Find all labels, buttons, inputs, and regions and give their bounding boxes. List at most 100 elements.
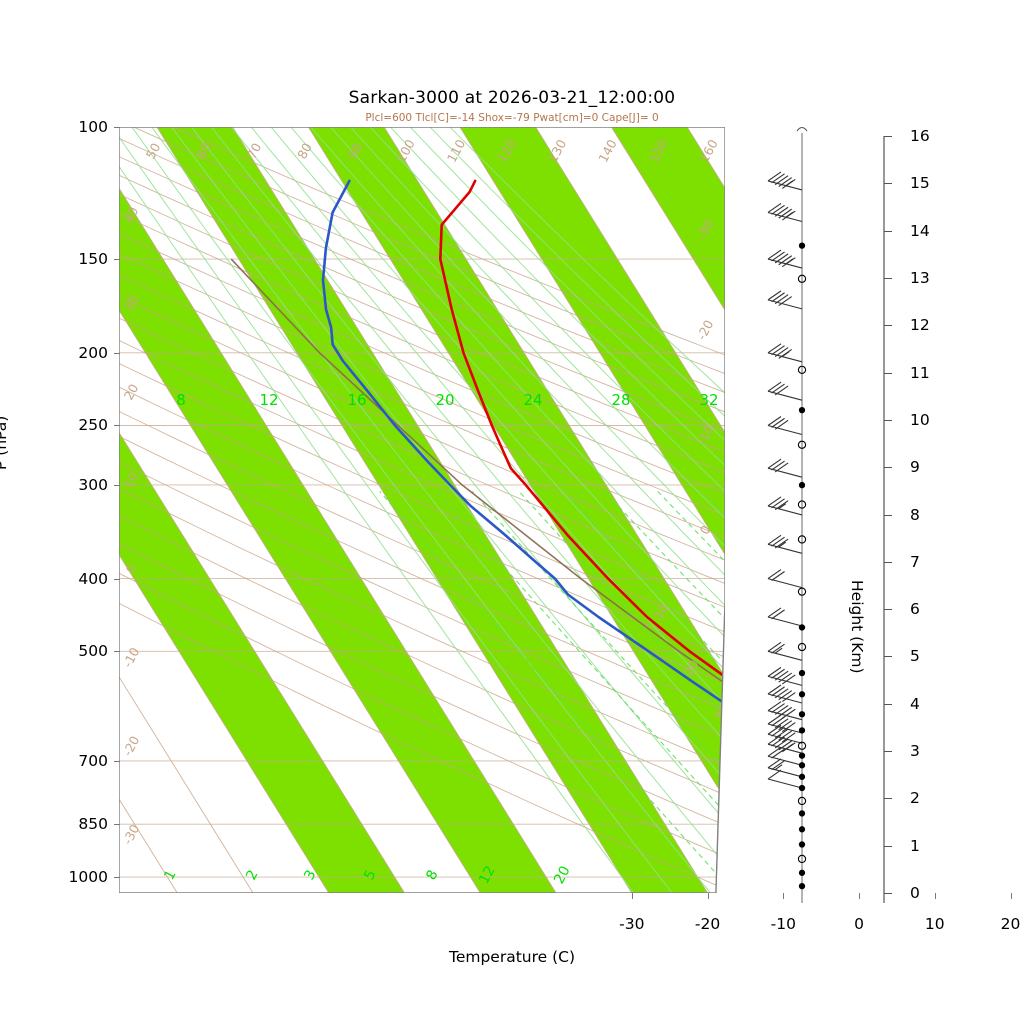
mixing-ratio-label-mid: 8 <box>176 391 186 409</box>
pressure-tick-label: 250 <box>78 416 108 435</box>
dry-adiabat-line <box>119 127 725 893</box>
isotherm-label-left: 10 <box>121 470 142 491</box>
isotherm-line <box>578 127 725 893</box>
wind-barb-full <box>774 538 789 549</box>
dry-adiabat-line <box>119 127 725 893</box>
page-title: Sarkan-3000 at 2026-03-21_12:00:00 <box>348 88 676 108</box>
mixing-ratio-label-bottom: 20 <box>551 863 573 886</box>
wind-barb-shaft <box>767 616 803 627</box>
temperature-tick-label: -20 <box>694 915 721 933</box>
temperature-axis-title: Temperature (C) <box>448 948 576 966</box>
wind-barb-full <box>767 534 782 545</box>
wind-staff-top-hook <box>796 126 808 132</box>
dry-adiabat-label: 90 <box>345 140 366 161</box>
mixing-ratio-line <box>471 491 725 893</box>
isotherm-line <box>502 127 725 893</box>
moist-adiabat-line <box>251 127 725 893</box>
isotherm-label-left: 20 <box>121 381 142 402</box>
wind-barb-full <box>767 714 782 725</box>
isotherm-line <box>119 127 580 893</box>
wind-barb-shaft <box>767 767 803 778</box>
moist-adiabat-line <box>193 127 725 893</box>
wind-barb-full <box>767 249 782 260</box>
moist-adiabat-line <box>384 127 725 893</box>
wind-barb-full <box>771 251 785 262</box>
wind-barb-full <box>771 498 785 509</box>
dry-adiabat-label: 70 <box>244 140 265 161</box>
wind-barb-full <box>771 726 785 737</box>
mixing-ratio-label-mid: 28 <box>611 391 630 409</box>
wind-barb-shaft <box>767 211 803 223</box>
moist-adiabat-line <box>308 127 725 893</box>
moist-adiabat-line <box>403 127 725 893</box>
shading-bands <box>119 127 725 893</box>
wind-barb-full <box>767 343 782 354</box>
wind-level-dot-filled <box>798 691 806 698</box>
dry-adiabat-line <box>119 127 725 893</box>
dry-adiabat-line <box>119 127 725 893</box>
wind-barb-full <box>778 720 793 731</box>
wind-level-dot-open <box>797 535 807 544</box>
parcel-path <box>230 258 725 878</box>
wind-barb-full <box>778 177 793 188</box>
moist-adiabat-line <box>119 127 658 893</box>
shading-band <box>427 127 725 893</box>
wind-barb-full <box>774 175 789 186</box>
wind-barb-half <box>785 180 794 187</box>
temperature-tick-label: -30 <box>619 915 645 933</box>
pressure-tick-label: 300 <box>78 475 108 494</box>
wind-barb-full <box>771 173 785 184</box>
wind-barb-full <box>774 738 789 749</box>
wind-barb-full <box>771 703 785 714</box>
pressure-tick-label: 1000 <box>68 868 108 887</box>
wind-level-dot-open <box>797 796 807 806</box>
wind-barb-full <box>771 417 785 428</box>
dry-adiabat-line <box>119 127 725 893</box>
moist-adiabat-line <box>346 127 725 893</box>
dry-adiabat-line <box>119 127 725 893</box>
dry-adiabat-line <box>119 127 725 893</box>
mixing-ratio-label-mid: 16 <box>347 391 366 409</box>
wind-barb-full <box>767 290 782 301</box>
dry-adiabat-line <box>119 127 725 893</box>
wind-barb-full <box>778 255 793 266</box>
mixing-ratio-label-mid: 24 <box>523 391 542 409</box>
skewt-plot-area: 50 60 70 80 90 100 110 120 130 140 150 160 40 30 20 10 0… <box>119 127 725 893</box>
wind-barb-full <box>767 641 782 652</box>
wind-barb-half <box>785 258 794 265</box>
skewt-canvas: 50 60 70 80 90 100 110 120 130 140 150 160403020100… <box>119 127 725 893</box>
wind-level-dot-open <box>797 500 807 509</box>
wind-level-dot-filled <box>798 841 806 848</box>
wind-barb-full <box>781 732 796 743</box>
wind-barb-full <box>771 204 785 215</box>
isotherm-line <box>119 127 428 893</box>
isotherm-label-left: 30 <box>121 293 142 314</box>
sounding-indices-subtitle: Plcl=600 Tlcl[C]=-14 Shox=-79 Pwat[cm]=0… <box>365 112 659 124</box>
wind-barb-shaft <box>767 693 803 704</box>
moist-adiabat-line <box>289 127 725 893</box>
shading-band <box>119 127 428 893</box>
pressure-tick-label: 500 <box>78 642 108 661</box>
wind-barb-full <box>781 674 796 685</box>
temperature-tick-label: 20 <box>1000 915 1021 933</box>
wind-barb-full <box>767 458 782 469</box>
wind-barb-half <box>781 351 790 358</box>
moist-adiabat-line <box>232 127 725 893</box>
mixing-ratio-label-bottom: 12 <box>476 863 498 886</box>
wind-barb-full <box>774 419 789 430</box>
mixing-ratio-line <box>518 491 725 893</box>
wind-barb-full <box>778 740 793 751</box>
isotherm-label-left: 40 <box>121 204 142 225</box>
wind-level-dot-open <box>797 642 807 652</box>
temperature-tick-label: -10 <box>770 915 796 933</box>
wind-level-dot-filled <box>798 711 806 718</box>
wind-barb-full <box>774 500 789 511</box>
wind-barb-full <box>767 381 782 392</box>
wind-barb-full <box>774 253 789 264</box>
wind-level-dot-filled <box>798 784 806 792</box>
isotherm-line <box>119 127 277 893</box>
wind-barb-full <box>771 460 785 471</box>
wind-barb-shaft <box>767 710 803 721</box>
dry-adiabat-line <box>119 127 725 893</box>
wind-level-dot-open <box>797 274 807 283</box>
